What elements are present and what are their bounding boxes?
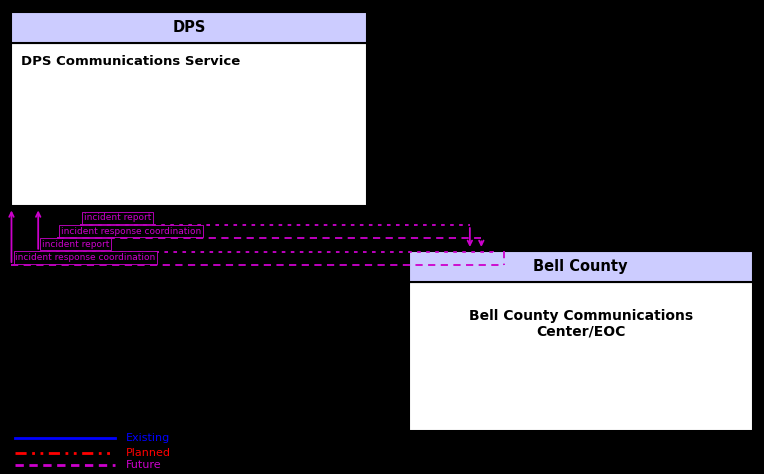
Bar (11, 12, 367, 43)
Text: DPS Communications Service: DPS Communications Service (21, 55, 240, 67)
Bar (409, 282, 753, 431)
Bar (11, 43, 367, 206)
Text: Bell County Communications
Center/EOC: Bell County Communications Center/EOC (468, 309, 693, 339)
Bar (409, 251, 753, 282)
Text: Existing: Existing (126, 433, 170, 444)
Text: incident response coordination: incident response coordination (15, 253, 156, 262)
Text: Future: Future (126, 460, 162, 471)
Text: DPS: DPS (173, 20, 206, 35)
Text: Planned: Planned (126, 447, 171, 458)
Text: incident response coordination: incident response coordination (61, 227, 202, 236)
Text: incident report: incident report (42, 240, 109, 249)
Text: Bell County: Bell County (533, 259, 628, 274)
Text: incident report: incident report (84, 213, 151, 222)
